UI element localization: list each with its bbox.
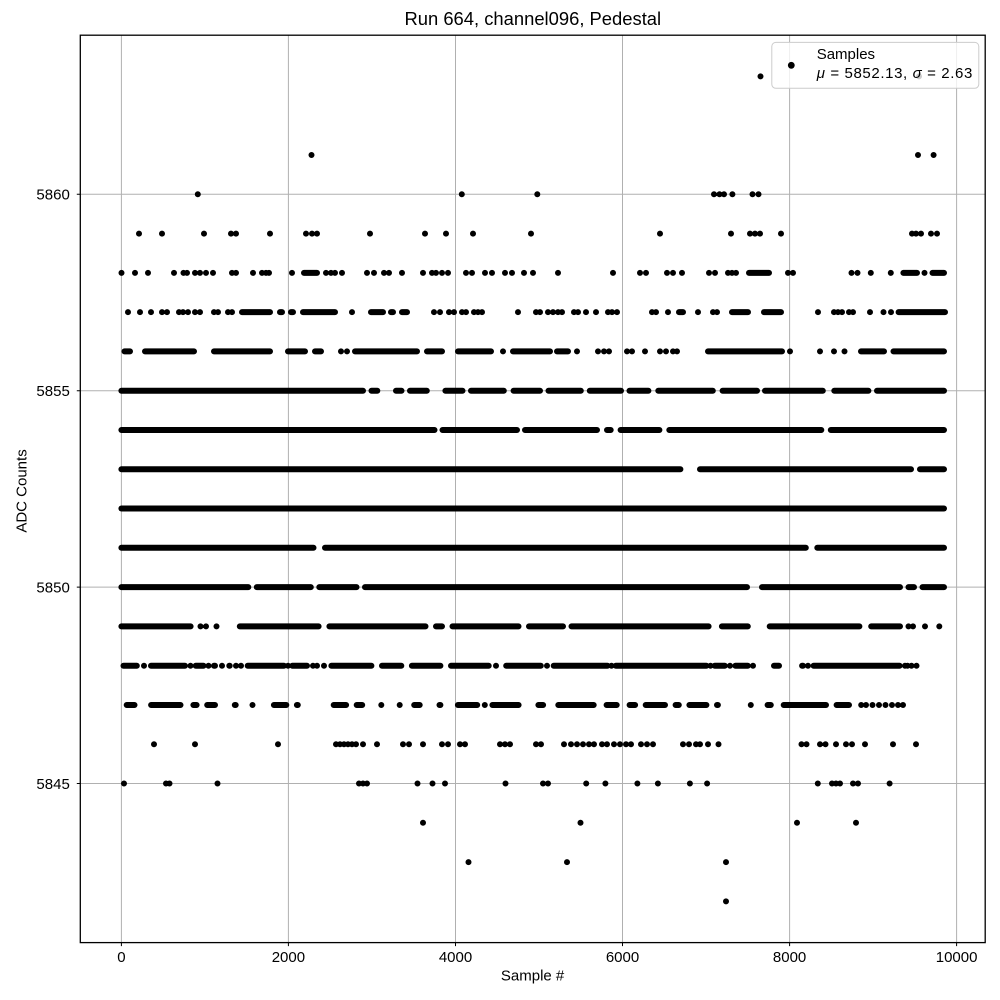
svg-text:Sample #: Sample # bbox=[501, 968, 565, 985]
svg-text:4000: 4000 bbox=[439, 949, 472, 966]
svg-text:5845: 5845 bbox=[36, 776, 69, 793]
svg-text:Run 664, channel096, Pedestal: Run 664, channel096, Pedestal bbox=[404, 8, 661, 29]
svg-text:6000: 6000 bbox=[606, 949, 639, 966]
svg-text:Samples: Samples bbox=[817, 46, 875, 63]
svg-text:5860: 5860 bbox=[36, 187, 69, 204]
svg-text:10000: 10000 bbox=[936, 949, 978, 966]
svg-text:5850: 5850 bbox=[36, 579, 69, 596]
svg-text:0: 0 bbox=[117, 949, 125, 966]
svg-text:8000: 8000 bbox=[773, 949, 806, 966]
svg-text:5855: 5855 bbox=[36, 383, 69, 400]
svg-text:μ = 5852.13, σ = 2.63: μ = 5852.13, σ = 2.63 bbox=[816, 65, 973, 82]
svg-text:ADC Counts: ADC Counts bbox=[13, 449, 30, 532]
svg-text:2000: 2000 bbox=[272, 949, 305, 966]
